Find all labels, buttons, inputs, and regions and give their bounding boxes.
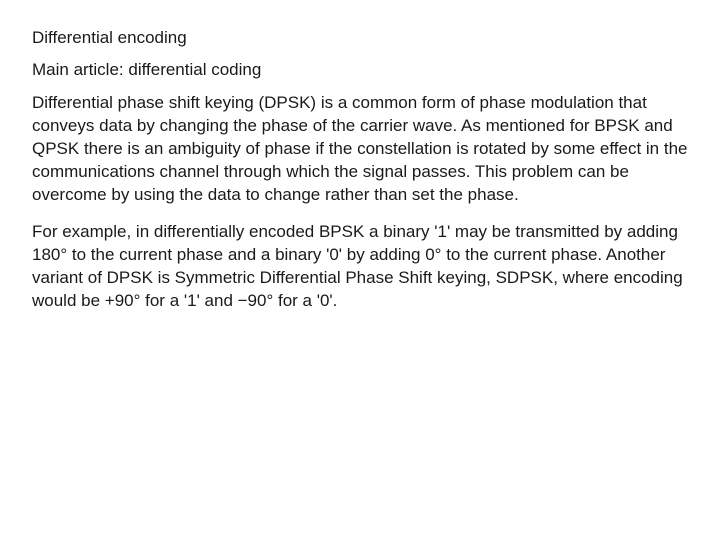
- section-heading: Differential encoding: [32, 28, 688, 48]
- main-article-reference: Main article: differential coding: [32, 60, 688, 80]
- paragraph-2: For example, in differentially encoded B…: [32, 221, 688, 313]
- paragraph-1: Differential phase shift keying (DPSK) i…: [32, 92, 688, 207]
